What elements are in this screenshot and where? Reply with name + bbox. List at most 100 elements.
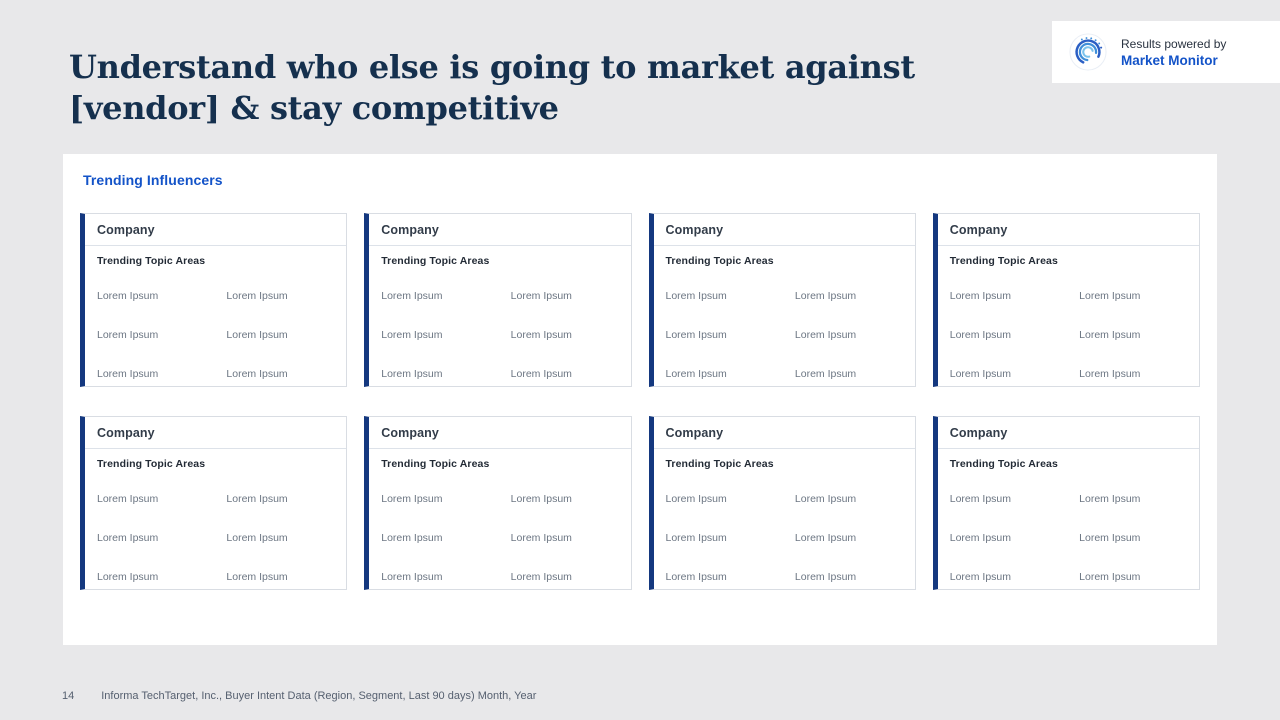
topic-item: Lorem Ipsum xyxy=(381,329,443,341)
topic-item: Lorem Ipsum xyxy=(794,571,857,583)
topic-item: Lorem Ipsum xyxy=(665,532,727,544)
topic-item: Lorem Ipsum xyxy=(1079,329,1141,341)
page-title-line-1: Understand who else is going to market a… xyxy=(69,48,915,86)
topic-item: Lorem Ipsum xyxy=(1079,493,1141,505)
company-card-body: Trending Topic Areas Lorem Ipsum Lorem Ip… xyxy=(654,246,915,380)
topic-item: Lorem Ipsum xyxy=(510,368,572,380)
topic-item: Lorem Ipsum xyxy=(510,493,572,505)
topic-item: Lorem Ipsum xyxy=(794,329,857,341)
topic-item: Lorem Ipsum xyxy=(665,571,727,583)
topic-item: Lorem Ipsum xyxy=(1079,571,1141,583)
company-card-body: Trending Topic Areas Lorem Ipsum Lorem Ip… xyxy=(654,449,915,583)
topics-grid: Lorem Ipsum Lorem Ipsum Lorem Ipsum Lorem I… xyxy=(950,493,1187,583)
trending-topic-areas-label: Trending Topic Areas xyxy=(665,255,774,267)
footer-source-text: Informa TechTarget, Inc., Buyer Intent D… xyxy=(101,690,537,702)
market-monitor-orbit-icon xyxy=(1069,33,1107,71)
company-card: Company Trending Topic Areas Lorem Ipsum… xyxy=(364,416,632,590)
topic-item: Lorem Ipsum xyxy=(97,493,159,505)
topic-item: Lorem Ipsum xyxy=(381,290,443,302)
company-name: Company xyxy=(949,223,1008,237)
topic-item: Lorem Ipsum xyxy=(510,571,572,583)
trending-topic-areas-label: Trending Topic Areas xyxy=(97,255,206,267)
company-name: Company xyxy=(97,426,155,440)
topic-item: Lorem Ipsum xyxy=(97,532,159,544)
company-card-body: Trending Topic Areas Lorem Ipsum Lorem Ip… xyxy=(369,246,630,380)
topics-grid: Lorem Ipsum Lorem Ipsum Lorem Ipsum Lorem I… xyxy=(950,290,1187,380)
topic-item: Lorem Ipsum xyxy=(226,368,288,380)
topic-item: Lorem Ipsum xyxy=(949,493,1012,505)
topic-item: Lorem Ipsum xyxy=(794,493,857,505)
company-card: Company Trending Topic Areas Lorem Ipsum… xyxy=(932,213,1200,387)
page-title-line-2: [vendor] & stay competitive xyxy=(69,89,559,127)
topic-item: Lorem Ipsum xyxy=(381,532,443,544)
powered-by-prefix: Results powered by xyxy=(1121,36,1227,51)
topics-grid: Lorem Ipsum Lorem Ipsum Lorem Ipsum Lorem I… xyxy=(97,493,334,583)
company-name: Company xyxy=(949,426,1008,440)
company-card-header: Company xyxy=(369,214,631,246)
company-card-header: Company xyxy=(85,214,347,246)
topic-item: Lorem Ipsum xyxy=(226,493,288,505)
topic-item: Lorem Ipsum xyxy=(226,290,288,302)
topic-item: Lorem Ipsum xyxy=(1079,368,1141,380)
company-card: Company Trending Topic Areas Lorem Ipsum… xyxy=(648,213,916,387)
page-number: 14 xyxy=(62,690,75,702)
topic-item: Lorem Ipsum xyxy=(226,571,288,583)
company-card-body: Trending Topic Areas Lorem Ipsum Lorem Ip… xyxy=(938,246,1199,380)
company-card: Company Trending Topic Areas Lorem Ipsum… xyxy=(648,416,916,590)
topic-item: Lorem Ipsum xyxy=(949,329,1012,341)
topic-item: Lorem Ipsum xyxy=(665,368,727,380)
topic-item: Lorem Ipsum xyxy=(1079,290,1141,302)
topic-item: Lorem Ipsum xyxy=(665,329,727,341)
page-title: Understand who else is going to market a… xyxy=(69,47,949,129)
company-card: Company Trending Topic Areas Lorem Ipsum… xyxy=(80,213,348,387)
trending-topic-areas-label: Trending Topic Areas xyxy=(949,255,1058,267)
company-card-body: Trending Topic Areas Lorem Ipsum Lorem Ip… xyxy=(938,449,1199,583)
topic-item: Lorem Ipsum xyxy=(510,329,572,341)
company-name: Company xyxy=(665,223,724,237)
company-card: Company Trending Topic Areas Lorem Ipsum… xyxy=(80,416,348,590)
company-card-header: Company xyxy=(653,417,915,449)
topic-item: Lorem Ipsum xyxy=(794,532,857,544)
topic-item: Lorem Ipsum xyxy=(510,290,572,302)
topic-item: Lorem Ipsum xyxy=(97,290,159,302)
topic-item: Lorem Ipsum xyxy=(949,571,1012,583)
topics-grid: Lorem Ipsum Lorem Ipsum Lorem Ipsum Lorem I… xyxy=(666,290,903,380)
market-monitor-brand: Market Monitor xyxy=(1121,52,1218,68)
topic-item: Lorem Ipsum xyxy=(226,532,288,544)
topics-grid: Lorem Ipsum Lorem Ipsum Lorem Ipsum Lorem I… xyxy=(381,290,618,380)
panel-heading: Trending Influencers xyxy=(83,172,223,188)
topic-item: Lorem Ipsum xyxy=(381,368,443,380)
topic-item: Lorem Ipsum xyxy=(510,532,572,544)
trending-influencers-panel: Trending Influencers Company Trending To… xyxy=(63,154,1217,645)
topic-item: Lorem Ipsum xyxy=(665,290,727,302)
topics-grid: Lorem Ipsum Lorem Ipsum Lorem Ipsum Lorem I… xyxy=(381,493,618,583)
topic-item: Lorem Ipsum xyxy=(97,368,159,380)
topic-item: Lorem Ipsum xyxy=(949,532,1012,544)
company-card: Company Trending Topic Areas Lorem Ipsum… xyxy=(364,213,632,387)
topic-item: Lorem Ipsum xyxy=(949,368,1012,380)
topics-grid: Lorem Ipsum Lorem Ipsum Lorem Ipsum Lorem I… xyxy=(97,290,334,380)
slide-footer: 14 Informa TechTarget, Inc., Buyer Inten… xyxy=(62,690,536,702)
topic-item: Lorem Ipsum xyxy=(1079,532,1141,544)
company-card-header: Company xyxy=(369,417,631,449)
topic-item: Lorem Ipsum xyxy=(794,290,857,302)
company-card-header: Company xyxy=(653,214,915,246)
company-card-header: Company xyxy=(85,417,347,449)
topic-item: Lorem Ipsum xyxy=(226,329,288,341)
company-name: Company xyxy=(97,223,155,237)
topic-item: Lorem Ipsum xyxy=(949,290,1012,302)
trending-topic-areas-label: Trending Topic Areas xyxy=(949,458,1058,470)
company-card-body: Trending Topic Areas Lorem Ipsum Lorem Ip… xyxy=(369,449,630,583)
influencer-cards-grid: Company Trending Topic Areas Lorem Ipsum… xyxy=(80,213,1200,590)
trending-topic-areas-label: Trending Topic Areas xyxy=(381,255,490,267)
company-name: Company xyxy=(665,426,724,440)
topic-item: Lorem Ipsum xyxy=(381,493,443,505)
powered-by-badge: Results powered by Market Monitor xyxy=(1052,21,1280,83)
topic-item: Lorem Ipsum xyxy=(381,571,443,583)
topics-grid: Lorem Ipsum Lorem Ipsum Lorem Ipsum Lorem I… xyxy=(666,493,903,583)
trending-topic-areas-label: Trending Topic Areas xyxy=(381,458,490,470)
topic-item: Lorem Ipsum xyxy=(794,368,857,380)
powered-by-text: Results powered by Market Monitor xyxy=(1121,37,1226,68)
topic-item: Lorem Ipsum xyxy=(665,493,727,505)
